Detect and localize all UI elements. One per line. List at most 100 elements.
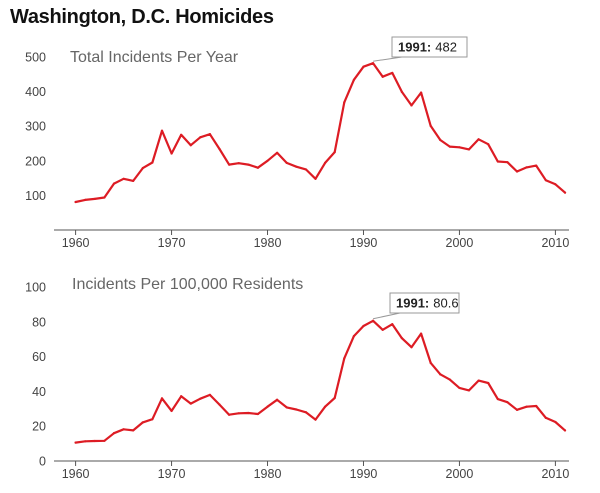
chart-1-data-point: [93, 197, 96, 200]
chart-1-data-point: [84, 198, 87, 201]
chart-2-series-line: [74, 319, 567, 444]
chart-2-y-tick-label: 0: [39, 455, 46, 469]
chart-2-data-point: [439, 373, 442, 376]
chart-2-x-tick-label: 2000: [446, 467, 474, 481]
chart-2-data-point: [343, 357, 346, 360]
chart-2-data-point: [199, 397, 202, 400]
chart-2-annotation-value: 80.6: [433, 296, 458, 311]
chart-1-data-point: [237, 162, 240, 165]
chart-1-data-point: [429, 124, 432, 127]
chart-1-data-point: [285, 161, 288, 164]
chart-1-x-tick-label: 2000: [446, 236, 474, 250]
chart-2-data-point: [237, 412, 240, 415]
chart-2-data-point: [314, 418, 317, 421]
chart-1-annotation-leader: [373, 56, 403, 62]
chart-2-y-tick-label: 80: [32, 315, 46, 329]
chart-1-y-tick-label: 300: [25, 120, 46, 134]
chart-1-data-point: [160, 129, 164, 132]
chart-2-data-point: [458, 386, 461, 390]
chart-1-data-point: [477, 138, 480, 141]
chart-2-data-point: [103, 439, 106, 442]
chart-1-data-point: [151, 161, 154, 164]
chart-2-data-point: [170, 409, 173, 412]
chart-2-data-point: [362, 324, 365, 328]
chart-2-data-point: [93, 439, 96, 443]
chart-2-data-point: [400, 337, 403, 340]
chart-2-annotation-label: 1991: 80.6: [396, 296, 459, 311]
chart-1-data-point: [525, 166, 528, 169]
chart-1-data-point: [400, 90, 403, 94]
chart-2-data-point: [419, 332, 423, 335]
chart-2-data-point: [535, 404, 538, 408]
chart-1-data-point: [122, 177, 125, 180]
chart-1-data-point: [218, 147, 221, 151]
chart-2-data-point: [506, 401, 509, 404]
chart-1-data-point: [458, 146, 461, 149]
chart-2-annotation-leader: [372, 312, 401, 320]
chart-1-data-point: [247, 163, 250, 166]
chart-2-data-point: [333, 396, 336, 400]
chart-2-data-point: [544, 416, 547, 419]
chart-2-data-point: [285, 406, 288, 409]
chart-2: Incidents Per 100,000 Residents 1960 1970 1…: [25, 276, 569, 481]
chart-1-data-point: [228, 163, 231, 166]
chart-1-data-point: [141, 166, 144, 170]
chart-2-data-point: [391, 323, 394, 326]
chart-2-data-point: [381, 328, 384, 331]
chart-1-annotation-value: 482: [435, 40, 457, 55]
chart-2-data-point: [141, 421, 144, 424]
chart-2-y-tick-label: 60: [32, 350, 46, 364]
chart-1-data-point: [314, 177, 317, 180]
chart-1-data-point: [103, 196, 106, 199]
chart-1-data-point: [256, 166, 260, 169]
chart-1-data-point: [132, 179, 135, 182]
chart-1-data-point: [391, 71, 394, 75]
chart-1-annotation-box: [391, 36, 468, 58]
chart-1-subtitle: Total Incidents Per Year: [70, 49, 239, 66]
chart-2-data-point: [477, 379, 480, 382]
chart-2-data-point: [554, 420, 557, 424]
chart-2-data-point: [448, 378, 451, 381]
chart-1-data-point: [496, 160, 499, 163]
page-title: Washington, D.C. Homicides: [10, 6, 274, 28]
chart-2-data-point: [151, 418, 154, 421]
chart-2-data-point: [84, 440, 87, 443]
chart-2-data-point: [122, 428, 125, 431]
chart-1-data-point: [515, 170, 519, 173]
chart-1-data-point: [208, 133, 212, 136]
chart-2-y-tick-label: 40: [32, 385, 46, 399]
chart-2-data-point: [180, 395, 183, 398]
chart-1: Total Incidents Per Year 1960 1970 1980 1990…: [25, 36, 569, 250]
chart-2-annotation-year: 1991: [396, 296, 425, 311]
chart-1-annotation-label: 1991: 482: [398, 40, 457, 55]
chart-1-data-point: [381, 75, 384, 78]
chart-1-y-tick-label: 400: [25, 85, 46, 99]
chart-2-annotation-box: [389, 292, 460, 314]
chart-1-y-tick-label: 100: [25, 189, 46, 203]
chart-1-data-point: [362, 65, 365, 68]
chart-2-data-point: [429, 361, 432, 364]
chart-1-data-point: [410, 104, 413, 107]
chart-2-data-point: [371, 319, 375, 322]
chart-2-data-point: [295, 408, 298, 411]
chart-2-data-point: [266, 405, 269, 408]
chart-1-data-point: [112, 182, 116, 185]
chart-2-data-point: [218, 403, 221, 406]
chart-2-y-tick-label: 20: [32, 420, 46, 434]
chart-2-data-point: [563, 429, 567, 432]
chart-2-subtitle: Incidents Per 100,000 Residents: [72, 276, 303, 293]
chart-1-data-point: [371, 62, 375, 65]
chart-1-data-point: [199, 136, 202, 139]
chart-1-x-tick-label: 1980: [254, 236, 282, 250]
chart-2-data-point: [208, 393, 212, 396]
chart-2-data-point: [256, 412, 260, 416]
chart-1-data-point: [295, 165, 298, 168]
chart-2-data-point: [74, 441, 77, 444]
chart-2-x-tick-label: 1980: [254, 467, 282, 481]
chart-2-annotation-sep: :: [425, 296, 429, 311]
chart-2-data-point: [228, 413, 231, 416]
chart-2-data-point: [132, 429, 135, 432]
chart-2-x-tick-label: 1970: [158, 467, 186, 481]
chart-1-data-point: [448, 145, 451, 148]
